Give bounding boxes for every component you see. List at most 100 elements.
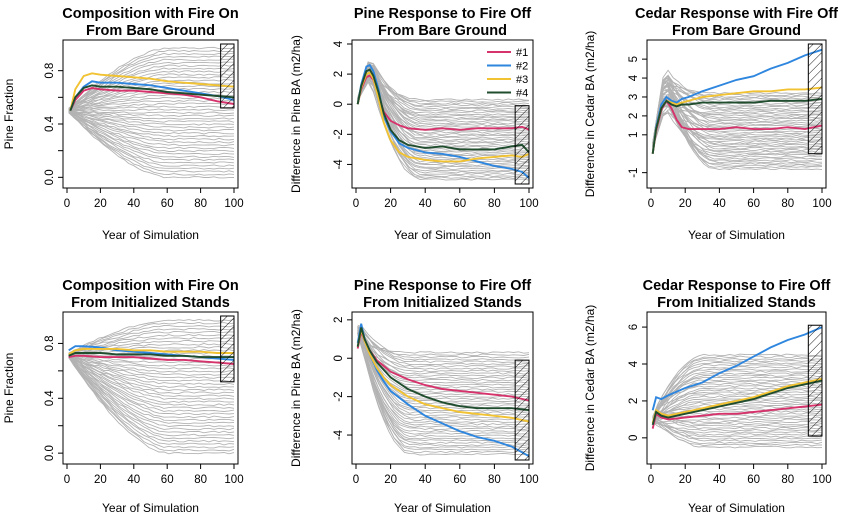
background-trajectory bbox=[357, 69, 530, 143]
background-trajectory bbox=[68, 111, 235, 147]
y-tick-label: -1 bbox=[628, 168, 640, 178]
background-trajectory bbox=[652, 102, 822, 148]
background-trajectory bbox=[68, 110, 235, 144]
background-trajectory bbox=[68, 355, 235, 422]
background-trajectory bbox=[652, 97, 823, 148]
y-tick-label: 0.4 bbox=[44, 390, 56, 407]
hatched-region bbox=[514, 359, 530, 461]
x-axis-label: Year of Simulation bbox=[102, 501, 199, 515]
x-tick-label: 20 bbox=[384, 474, 397, 486]
background-trajectory bbox=[652, 415, 823, 430]
panel-title: From Bare Ground bbox=[672, 23, 801, 39]
background-trajectory bbox=[357, 326, 530, 454]
background-trajectory bbox=[68, 111, 235, 126]
background-trajectory bbox=[68, 112, 235, 150]
background-trajectory bbox=[68, 355, 235, 376]
background-trajectory bbox=[652, 88, 823, 145]
background-trajectory bbox=[357, 64, 530, 112]
background-trajectory bbox=[652, 378, 823, 419]
x-tick-label: 100 bbox=[224, 474, 243, 486]
background-trajectory bbox=[68, 108, 235, 112]
background-trajectory bbox=[652, 397, 823, 424]
series-line-3 bbox=[356, 329, 530, 423]
background-trajectory bbox=[68, 318, 235, 354]
y-axis-label: Pine Fraction bbox=[2, 79, 16, 150]
background-trajectory bbox=[68, 354, 235, 373]
background-trajectory bbox=[652, 366, 823, 422]
series-line-2 bbox=[69, 80, 235, 112]
background-trajectory bbox=[357, 72, 530, 136]
y-tick-label: 0 bbox=[628, 435, 640, 441]
background-trajectory bbox=[68, 356, 235, 431]
background-trajectory bbox=[652, 112, 823, 153]
hatched-region bbox=[514, 105, 530, 185]
y-tick-label: -2 bbox=[333, 129, 345, 139]
series-line-4 bbox=[651, 379, 823, 426]
background-trajectory bbox=[357, 80, 530, 145]
x-tick-label: 100 bbox=[519, 474, 538, 486]
background-trajectory bbox=[357, 327, 530, 414]
background-trajectory bbox=[68, 111, 235, 156]
background-trajectory bbox=[357, 325, 530, 449]
background-trajectory bbox=[357, 332, 530, 431]
background-trajectory bbox=[68, 112, 235, 179]
background-trajectory bbox=[357, 78, 529, 139]
y-tick-label: 3 bbox=[628, 94, 640, 100]
background-trajectory bbox=[357, 332, 530, 447]
hatched-region bbox=[220, 315, 235, 383]
background-trajectory bbox=[652, 418, 823, 424]
legend-label-3: #3 bbox=[516, 74, 528, 86]
x-tick-label: 20 bbox=[679, 198, 692, 210]
x-tick-label: 100 bbox=[812, 474, 831, 486]
background-trajectory bbox=[652, 387, 823, 423]
y-tick-label: 4 bbox=[628, 360, 640, 367]
background-trajectory bbox=[68, 357, 235, 452]
background-trajectory bbox=[357, 332, 530, 368]
background-trajectory bbox=[652, 78, 823, 144]
background-trajectory bbox=[652, 353, 823, 418]
y-tick-label: 0 bbox=[333, 101, 345, 107]
background-trajectory bbox=[357, 332, 530, 442]
background-trajectory bbox=[68, 356, 235, 416]
y-tick-label: 0.8 bbox=[44, 63, 56, 79]
background-trajectory bbox=[357, 65, 530, 134]
background-trajectory bbox=[652, 106, 822, 147]
background-trajectory bbox=[652, 359, 823, 422]
background-trajectory bbox=[357, 333, 530, 424]
background-trajectory bbox=[68, 355, 235, 428]
background-trajectory bbox=[68, 79, 235, 111]
background-trajectory bbox=[357, 333, 530, 428]
background-trajectory bbox=[68, 333, 235, 356]
background-trajectory bbox=[652, 83, 823, 145]
panel-title: From Bare Ground bbox=[378, 23, 507, 39]
y-tick-label: 2 bbox=[333, 317, 345, 323]
background-trajectory bbox=[652, 408, 823, 422]
hatched-region bbox=[807, 43, 823, 155]
background-trajectory bbox=[652, 79, 823, 144]
background-trajectory bbox=[68, 354, 235, 394]
background-trajectory bbox=[68, 87, 235, 111]
x-tick-label: 40 bbox=[127, 198, 140, 210]
y-tick-label: -4 bbox=[333, 429, 345, 440]
y-tick-label: 2 bbox=[333, 71, 345, 77]
y-tick-label: 1 bbox=[628, 132, 640, 138]
background-trajectory bbox=[68, 321, 235, 354]
y-axis-label: Pine Fraction bbox=[2, 353, 16, 424]
y-tick-label: 0.0 bbox=[44, 169, 56, 185]
background-trajectory bbox=[652, 395, 823, 422]
background-trajectory bbox=[68, 111, 235, 170]
x-tick-label: 0 bbox=[64, 474, 70, 486]
background-trajectory bbox=[357, 72, 530, 114]
background-trajectory bbox=[68, 324, 235, 355]
x-tick-label: 40 bbox=[419, 474, 432, 486]
background-trajectory bbox=[652, 105, 822, 157]
series-line-3 bbox=[356, 71, 530, 163]
background-trajectory bbox=[357, 333, 530, 382]
x-tick-label: 0 bbox=[353, 198, 359, 210]
background-trajectory bbox=[357, 332, 530, 357]
x-tick-label: 20 bbox=[94, 198, 107, 210]
background-trajectory bbox=[357, 332, 530, 373]
x-tick-label: 80 bbox=[194, 198, 207, 210]
background-trajectory bbox=[68, 353, 235, 367]
